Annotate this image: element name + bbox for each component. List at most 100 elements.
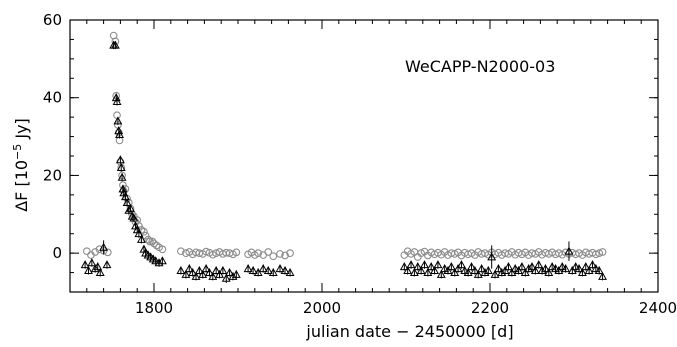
data-point-triangle	[84, 265, 93, 275]
data-point-triangle	[409, 267, 419, 276]
data-point-triangle	[430, 265, 440, 275]
data-point-triangle	[423, 267, 433, 276]
data-point-triangle	[440, 264, 450, 273]
y-axis-title-exponent: −5	[11, 144, 24, 160]
data-point-circle	[269, 252, 278, 261]
data-point-circle	[152, 241, 161, 250]
data-point-triangle	[258, 264, 268, 273]
data-point-circle	[595, 249, 604, 257]
data-point-triangle	[188, 267, 198, 276]
data-point-triangle	[591, 264, 601, 273]
data-point-triangle	[598, 271, 608, 280]
data-point-triangle	[567, 265, 577, 275]
data-point-triangle	[403, 265, 413, 275]
data-point-triangle	[527, 262, 537, 271]
data-point-triangle	[228, 271, 238, 280]
data-point-triangle	[413, 262, 423, 271]
data-point-triangle	[577, 267, 587, 276]
data-point-triangle	[102, 260, 112, 269]
data-point-triangle	[116, 163, 126, 172]
data-point-triangle	[480, 267, 490, 276]
data-point-circle	[148, 237, 157, 246]
data-point-triangle	[113, 116, 123, 125]
data-point-triangle	[450, 267, 460, 276]
data-point-triangle	[406, 260, 416, 269]
x-tick-label: 2000	[303, 299, 341, 317]
data-point-triangle	[243, 264, 253, 273]
data-point-triangle	[537, 265, 547, 275]
data-point-triangle	[574, 264, 584, 273]
data-point-triangle	[208, 271, 218, 280]
data-point-circle	[286, 249, 294, 257]
data-point-triangle	[111, 93, 121, 102]
data-point-triangle	[134, 229, 144, 238]
data-point-triangle	[181, 269, 191, 278]
data-point-triangle	[154, 258, 164, 267]
data-point-triangle	[554, 265, 564, 275]
data-point-triangle	[90, 264, 100, 273]
data-point-triangle	[443, 265, 453, 275]
data-point-triangle	[253, 267, 263, 276]
data-point-circle	[254, 249, 263, 257]
x-tick-label: 2200	[471, 299, 509, 317]
data-point-triangle	[184, 264, 194, 273]
data-point-triangle	[114, 126, 124, 135]
data-point-triangle	[514, 265, 524, 275]
data-point-triangle	[118, 184, 128, 193]
data-point-triangle	[456, 260, 466, 269]
data-point-circle	[177, 247, 185, 256]
data-point-triangle	[198, 269, 208, 278]
data-point-triangle	[263, 265, 273, 275]
data-point-triangle	[551, 264, 560, 273]
y-tick-label: 20	[43, 166, 62, 184]
data-point-triangle	[460, 265, 470, 275]
data-point-triangle	[129, 213, 139, 222]
data-point-triangle	[120, 192, 130, 201]
data-point-triangle	[594, 265, 604, 275]
data-point-triangle	[280, 265, 290, 275]
data-point-triangle	[588, 260, 597, 269]
data-point-triangle	[87, 258, 97, 267]
data-point-triangle	[483, 265, 493, 275]
data-point-triangle	[112, 96, 122, 105]
plot-area: 1800 2000 2200 2400 0 20 40 60	[43, 11, 677, 317]
x-axis-title: julian date − 2450000 [d]	[305, 322, 513, 341]
data-point-triangle	[191, 271, 201, 280]
data-point-triangle	[151, 256, 161, 265]
data-point-triangle	[122, 197, 132, 207]
y-axis-title-unit: Jy]	[12, 118, 31, 144]
data-point-triangle	[201, 264, 211, 273]
data-point-triangle	[176, 265, 186, 275]
data-point-triangle	[571, 262, 581, 271]
data-point-triangle	[218, 265, 228, 275]
data-point-triangle	[275, 264, 285, 273]
data-point-triangle	[157, 256, 167, 265]
data-point-circle	[276, 250, 284, 258]
y-axis-title: ΔF [10−5 Jy]	[11, 118, 32, 212]
data-point-triangle	[507, 267, 517, 276]
data-point-triangle	[93, 262, 103, 271]
data-point-triangle	[248, 265, 258, 275]
data-point-triangle	[221, 273, 231, 282]
data-point-circle	[264, 248, 273, 256]
data-point-triangle	[493, 264, 503, 273]
data-point-triangle	[500, 265, 510, 275]
data-point-triangle	[194, 265, 204, 275]
data-point-triangle	[268, 267, 278, 276]
data-point-triangle	[426, 262, 436, 271]
data-point-triangle	[436, 269, 446, 278]
data-point-circle	[145, 237, 154, 246]
data-point-triangle	[497, 267, 507, 276]
data-point-triangle	[470, 265, 480, 275]
data-point-triangle	[473, 269, 483, 278]
data-point-triangle	[477, 264, 487, 273]
data-point-triangle	[530, 265, 540, 275]
data-point-triangle	[211, 265, 221, 275]
y-tick-label: 0	[52, 244, 62, 262]
data-point-triangle	[420, 260, 429, 269]
y-axis-title-main: ΔF [10	[12, 160, 31, 212]
data-point-triangle	[453, 264, 463, 273]
chart-annotation: WeCAPP-N2000-03	[405, 57, 555, 76]
data-point-circle	[144, 235, 152, 244]
